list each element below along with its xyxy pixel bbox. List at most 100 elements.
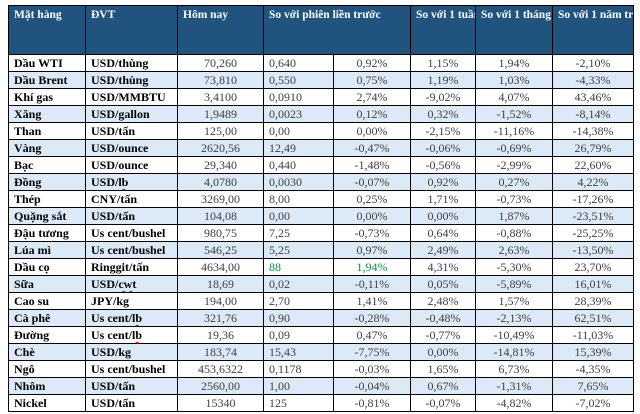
unit-text: USD/thùng <box>91 56 149 70</box>
unit-text: Ringgit/tấn <box>91 260 150 274</box>
table-row: Xăng USD/gallon 1,9489 0,0023 0,12% 0,32… <box>8 105 634 123</box>
session-pct-cell: 0,97% <box>333 241 411 259</box>
commodity-name-cell: Lúa mì <box>8 241 86 259</box>
unit-text: USD/kg <box>91 345 132 359</box>
year-pct-cell: 15,39% <box>552 343 634 361</box>
session-change-cell: 1,00 <box>263 377 334 395</box>
unit-cell: Us cent/lb <box>85 326 178 344</box>
session-change-cell: 0,02 <box>263 275 334 293</box>
session-pct-cell: -0,47% <box>333 139 411 157</box>
session-pct-cell: 0,12% <box>333 105 411 123</box>
year-pct-cell: -4,33% <box>552 71 634 89</box>
col-header-today: Hôm nay <box>177 5 264 55</box>
today-price-cell: 4634,00 <box>177 258 264 276</box>
table-row: Dầu Brent USD/thùng 73,810 0,550 0,75% 1… <box>8 71 634 89</box>
session-change-cell: 88 <box>263 258 334 276</box>
unit-cell: USD/ounce <box>85 139 178 157</box>
unit-cell: USD/kg <box>85 343 178 361</box>
table-row: Đồng USD/lb 4,0780 0,0030 -0,07% 0,92% 0… <box>8 173 634 191</box>
commodity-name-cell: Đường <box>8 326 86 344</box>
commodity-name-cell: Ngô <box>8 360 86 378</box>
today-price-cell: 194,00 <box>177 292 264 310</box>
session-change-cell: 7,25 <box>263 224 334 242</box>
week-pct-cell: 0,67% <box>410 377 476 395</box>
unit-cell: USD/gallon <box>85 105 178 123</box>
unit-cell: USD/ounce <box>85 156 178 174</box>
unit-cell: USD/MMBTU <box>85 88 178 106</box>
unit-text: Us cent/bushel <box>91 226 166 240</box>
unit-cell: USD/tấn <box>85 122 178 140</box>
week-pct-cell: -0,06% <box>410 139 476 157</box>
month-pct-cell: 1,87% <box>475 207 553 225</box>
unit-cell: USD/tấn <box>85 377 178 395</box>
year-pct-cell: 7,65% <box>552 377 634 395</box>
session-pct-cell: 0,92% <box>333 54 411 72</box>
table-row: Bạc USD/ounce 29,340 0,440 -1,48% -0,56%… <box>8 156 634 174</box>
session-pct-cell: -1,48% <box>333 156 411 174</box>
unit-text: USD/ounce <box>91 158 149 172</box>
today-price-cell: 3269,00 <box>177 190 264 208</box>
session-change-cell: 0,0030 <box>263 173 334 191</box>
unit-text: USD/MMBTU <box>91 90 166 104</box>
session-change-cell: 8,00 <box>263 190 334 208</box>
unit-cell: Us cent/bushel <box>85 224 178 242</box>
commodity-name-cell: Dầu cọ <box>8 258 86 276</box>
table-row: Đường Us cent/lb 19,36 0,09 0,47% -0,77%… <box>8 326 634 344</box>
table-row: Cà phê Us cent/lb 321,76 0,90 -0,28% -0,… <box>8 309 634 327</box>
table-row: Khí gas USD/MMBTU 3,4100 0,0910 2,74% -9… <box>8 88 634 106</box>
today-price-cell: 29,340 <box>177 156 264 174</box>
year-pct-cell: 62,51% <box>552 309 634 327</box>
unit-cell: USD/tấn <box>85 207 178 225</box>
unit-misspelled-text: lb <box>132 328 143 342</box>
session-change-cell: 0,09 <box>263 326 334 344</box>
table-row: Nickel USD/tấn 15340 125 -0,81% -0,07% -… <box>8 394 634 412</box>
unit-cell: CNY/tấn <box>85 190 178 208</box>
session-change-cell: 0,0910 <box>263 88 334 106</box>
month-pct-cell: -1,31% <box>475 377 553 395</box>
month-pct-cell: -0,73% <box>475 190 553 208</box>
unit-text: Us cent/bushel <box>91 243 166 257</box>
month-pct-cell: -1,52% <box>475 105 553 123</box>
commodity-name-cell: Bạc <box>8 156 86 174</box>
table-row: Vàng USD/ounce 2620,56 12,49 -0,47% -0,0… <box>8 139 634 157</box>
unit-text: USD/tấn <box>91 379 136 393</box>
week-pct-cell: 0,32% <box>410 105 476 123</box>
year-pct-cell: 22,60% <box>552 156 634 174</box>
session-pct-cell: 0,00% <box>333 207 411 225</box>
week-pct-cell: -9,02% <box>410 88 476 106</box>
month-pct-cell: -14,81% <box>475 343 553 361</box>
today-price-cell: 104,08 <box>177 207 264 225</box>
today-price-cell: 183,74 <box>177 343 264 361</box>
unit-text: USD/tấn <box>91 396 136 410</box>
week-pct-cell: 4,31% <box>410 258 476 276</box>
unit-text: USD/gallon <box>91 107 150 121</box>
week-pct-cell: -0,56% <box>410 156 476 174</box>
unit-misspelled-text: lb <box>132 311 143 325</box>
month-pct-cell: 2,63% <box>475 241 553 259</box>
year-pct-cell: -14,38% <box>552 122 634 140</box>
unit-cell: Us cent/lb <box>85 309 178 327</box>
commodity-name-cell: Thép <box>8 190 86 208</box>
year-pct-cell: 16,01% <box>552 275 634 293</box>
month-pct-cell: 1,03% <box>475 71 553 89</box>
year-pct-cell: -4,35% <box>552 360 634 378</box>
table-row: Lúa mì Us cent/bushel 546,25 5,25 0,97% … <box>8 241 634 259</box>
year-pct-cell: -13,50% <box>552 241 634 259</box>
session-change-cell: 0,1178 <box>263 360 334 378</box>
commodity-name-cell: Nhôm <box>8 377 86 395</box>
unit-cell: USD/tấn <box>85 394 178 412</box>
session-pct-cell: 1,41% <box>333 292 411 310</box>
today-price-cell: 2560,00 <box>177 377 264 395</box>
col-header-vs-prev-session: So với phiên liền trước <box>263 5 411 55</box>
unit-cell: USD/cwt <box>85 275 178 293</box>
commodity-table-body: Dầu WTI USD/thùng 70,260 0,640 0,92% 1,1… <box>8 54 634 412</box>
unit-misspelled-text: lb <box>118 175 129 189</box>
week-pct-cell: 2,48% <box>410 292 476 310</box>
session-pct-cell: 1,94% <box>333 258 411 276</box>
week-pct-cell: 1,65% <box>410 360 476 378</box>
today-price-cell: 980,75 <box>177 224 264 242</box>
year-pct-cell: -17,26% <box>552 190 634 208</box>
table-row: Dầu cọ Ringgit/tấn 4634,00 88 1,94% 4,31… <box>8 258 634 276</box>
year-pct-cell: -8,14% <box>552 105 634 123</box>
commodity-name-cell: Vàng <box>8 139 86 157</box>
